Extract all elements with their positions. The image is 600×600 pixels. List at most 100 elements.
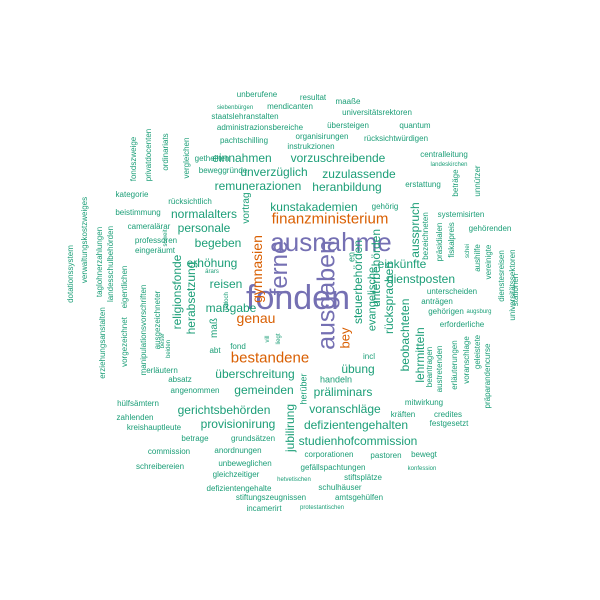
word-ruecksichtwuerdigen: rücksichtwürdigen [363, 134, 429, 143]
word-festgesetzt: festgesetzt [429, 419, 469, 428]
word-dienstposten: dienstposten [386, 272, 456, 286]
word-eigentlichen: eigentlichen [120, 265, 129, 309]
word-betrage: betrage [181, 434, 209, 443]
word-dotationssystem: dotationssystem [66, 245, 75, 303]
word-protestantischen: protestantischen [299, 505, 345, 511]
word-taglohnerzahlungen: taglohnerzahlungen [95, 226, 104, 298]
word-religionsfonde: religionsfonde [170, 254, 184, 330]
word-huelfsaemtern: hülfsämtern [117, 399, 159, 408]
word-schreibereien: schreibereien [135, 462, 185, 471]
word-professoren: professoren [134, 236, 178, 245]
word-kategorie: kategorie [115, 190, 149, 199]
word-ferne: ferne [266, 240, 293, 296]
word-praeparandencurse: präparandencurse [483, 343, 492, 409]
word-bey: bey [337, 327, 353, 349]
word-bestandene: bestandene [230, 349, 310, 367]
word-massgabe: maßgabe [205, 301, 257, 315]
word-remunerazionen: remunerazionen [214, 179, 302, 193]
word-mass: maß [209, 318, 220, 338]
word-credites: credites [433, 410, 463, 419]
word-ordinariats: ordinariats [161, 133, 170, 171]
word-maasse: maaße [335, 97, 361, 106]
word-handeln: handeln [319, 374, 353, 385]
word-kraeften: kräften [390, 410, 416, 419]
word-aushilfe: aushilfe [473, 244, 482, 272]
word-hetvetischen: hetvetischen [277, 477, 311, 483]
word-uebersteigen: übersteigen [327, 121, 369, 130]
word-jedoch: jedoch [224, 292, 230, 310]
word-begeben: begeben [194, 236, 242, 250]
word-stiftungszeugnissen: stiftungszeugnissen [235, 493, 307, 502]
word-beantragen: beantragen [425, 346, 434, 388]
word-vortrag: vortrag [241, 192, 252, 224]
word-en: en [346, 251, 357, 263]
word-pastoren: pastoren [370, 451, 402, 460]
word-vill: vill [265, 335, 271, 343]
word-geleistete: geleistete [473, 334, 482, 370]
word-fond: fond [230, 342, 246, 351]
word-amtsgehuelfen: amtsgehülfen [334, 493, 384, 502]
word-universitaetsrektoren: universitätsrektoren [342, 108, 412, 117]
word-anordnungen: anordnungen [214, 446, 262, 455]
word-bewegt: bewegt [411, 450, 437, 459]
word-vorzuschreibende: vorzuschreibende [290, 151, 386, 165]
word-corporationen: corporationen [304, 450, 354, 459]
word-beiden: beiden [166, 339, 172, 359]
word-defizientengehalten: defizientengehalten [303, 418, 409, 432]
word-fiskalpreis: fiskalpreis [447, 222, 456, 258]
word-gehoerig: gehörig [371, 202, 399, 211]
word-erlaeutern: erläutern [146, 366, 178, 375]
word-quantum: quantum [399, 121, 431, 130]
word-zahlenden: zahlenden [116, 413, 154, 422]
word-studienhofcommission: studienhofcommission [298, 434, 418, 448]
word-eingeraeumt: eingeräumt [134, 246, 176, 255]
word-beweggruende: beweggründe [198, 166, 248, 175]
word-organisirungen: organisirungen [295, 132, 349, 141]
word-resultat: resultat [299, 93, 327, 102]
word-konfession: konfession [407, 466, 437, 472]
word-betraege: beträge [451, 169, 460, 197]
word-ausnahme: ausnahme [270, 227, 392, 257]
word-centralleitung: centralleitung [420, 150, 468, 159]
word-landeskirchen: landeskirchen [430, 162, 468, 168]
word-voranschlaege: voranschläge [309, 402, 381, 416]
word-ausgaben: ausgaben [312, 240, 341, 350]
word-absatz: absatz [168, 375, 192, 384]
word-unberufene: unberufene [236, 90, 278, 99]
word-grundsaetzen: grundsätzen [230, 434, 276, 443]
word-gehoerigen: gehörigen [428, 307, 464, 316]
word-liegt: liegt [276, 333, 282, 345]
word-gemeinden: gemeinden [234, 383, 294, 397]
word-erstattung: erstattung [405, 180, 441, 189]
word-erhoehung: erhöhung [186, 256, 238, 270]
word-siebenbuergen: siebenbürgen [216, 105, 254, 111]
word-jubilirung: jubilirung [283, 403, 297, 453]
word-beistimmung: beistimmung [115, 208, 161, 217]
word-einnahmen: einnahmen [212, 151, 272, 165]
word-erforderliche: erforderliche [439, 320, 485, 329]
word-vereinigte: vereinigte [484, 244, 493, 280]
word-getheilten: getheilten [194, 154, 230, 163]
word-cameralaerar: cameralärar [127, 222, 171, 231]
word-gymnasien: gymnasien [249, 235, 265, 303]
word-herabsetzung: herabsetzung [184, 261, 198, 335]
word-erlaeuterungen: erläuterungen [450, 340, 459, 390]
word-erziehungsanstalten: erziehungsanstalten [98, 307, 107, 379]
word-beobachteten: beobachteten [398, 298, 412, 372]
word-zuzulassende: zuzulassende [322, 167, 396, 181]
word-administrazionsbereiche: administrazionsbereiche [216, 123, 304, 132]
word-commission: commission [147, 447, 191, 456]
word-defizientengehalte: defizientengehalte [206, 484, 272, 493]
word-praesidialen: präsidialen [435, 222, 444, 262]
word-pachtschilling: pachtschilling [219, 136, 269, 145]
word-ueberschreitung: überschreitung [215, 367, 295, 381]
word-ausspruch: ausspruch [408, 202, 422, 258]
word-unnuetzer: unnützer [473, 165, 482, 197]
word-finanzministerium: finanzministerium [271, 210, 389, 228]
word-austretenden: austretenden [435, 345, 444, 393]
word-vorgezeichnet: vorgezeichnet [120, 317, 129, 367]
word-reisen: reisen [209, 277, 243, 291]
word-bezeichneten: bezeichneten [421, 212, 430, 260]
word-kunstakademien: kunstakademien [270, 200, 358, 214]
